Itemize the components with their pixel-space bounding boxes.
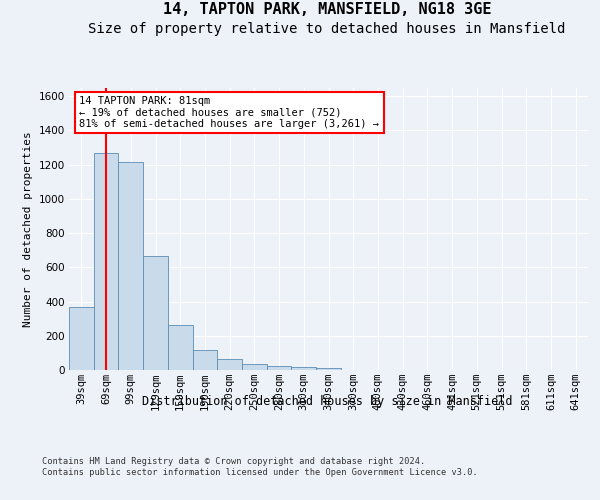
Bar: [242, 364, 267, 370]
Bar: [217, 359, 242, 370]
Text: Size of property relative to detached houses in Mansfield: Size of property relative to detached ho…: [88, 22, 566, 36]
Bar: [267, 366, 292, 370]
Bar: [143, 256, 168, 370]
Text: Distribution of detached houses by size in Mansfield: Distribution of detached houses by size …: [142, 395, 512, 408]
Text: Contains HM Land Registry data © Crown copyright and database right 2024.
Contai: Contains HM Land Registry data © Crown c…: [42, 458, 478, 477]
Bar: [118, 162, 143, 370]
Bar: [292, 368, 316, 370]
Y-axis label: Number of detached properties: Number of detached properties: [23, 131, 33, 326]
Text: 14, TAPTON PARK, MANSFIELD, NG18 3GE: 14, TAPTON PARK, MANSFIELD, NG18 3GE: [163, 2, 491, 18]
Bar: [193, 350, 217, 370]
Bar: [316, 368, 341, 370]
Bar: [168, 324, 193, 370]
Text: 14 TAPTON PARK: 81sqm
← 19% of detached houses are smaller (752)
81% of semi-det: 14 TAPTON PARK: 81sqm ← 19% of detached …: [79, 96, 379, 129]
Bar: [94, 152, 118, 370]
Bar: [69, 306, 94, 370]
